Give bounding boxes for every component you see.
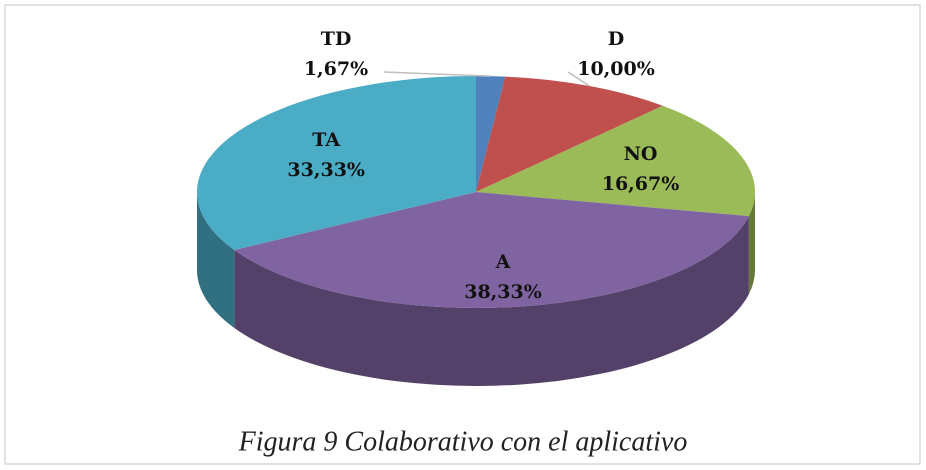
slice xyxy=(196,76,476,250)
slice-side xyxy=(197,192,235,328)
category-label: TD xyxy=(321,28,352,50)
leader-line xyxy=(383,71,491,77)
value-label: 33,33% xyxy=(287,159,365,181)
slice xyxy=(476,76,506,192)
slice-side xyxy=(234,216,749,387)
value-label: 10,00% xyxy=(577,58,655,80)
category-label: NO xyxy=(624,143,658,165)
value-label: 16,67% xyxy=(602,173,680,195)
category-label: TA xyxy=(312,129,340,151)
slice xyxy=(476,76,663,192)
slice xyxy=(476,105,755,217)
slice-side xyxy=(748,192,755,295)
leader-line xyxy=(567,71,590,87)
slice xyxy=(234,192,749,308)
category-label: A xyxy=(495,251,511,273)
chart-title: Figura 9 Colaborativo con el aplicativo xyxy=(238,426,688,457)
value-label: 38,33% xyxy=(464,281,542,303)
category-label: D xyxy=(608,28,624,50)
value-label: 1,67% xyxy=(304,58,368,80)
